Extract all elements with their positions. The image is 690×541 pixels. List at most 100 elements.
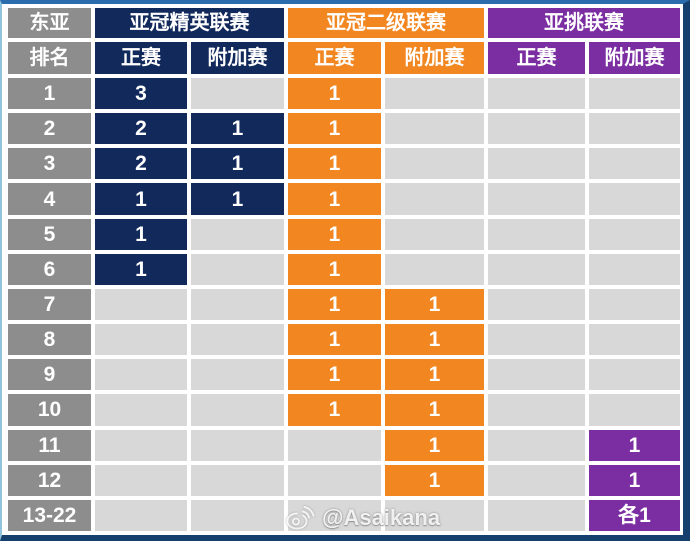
empty-cell bbox=[191, 394, 284, 426]
slot-cell: 1 bbox=[95, 218, 187, 250]
slot-cell: 1 bbox=[288, 253, 381, 285]
empty-cell bbox=[191, 359, 284, 391]
empty-cell bbox=[95, 359, 187, 391]
rank-header: 排名 bbox=[8, 42, 91, 74]
empty-cell bbox=[488, 288, 585, 321]
empty-cell bbox=[488, 183, 585, 215]
empty-cell bbox=[488, 464, 585, 496]
empty-cell bbox=[488, 253, 585, 285]
subheader-two-main: 正赛 bbox=[288, 42, 381, 74]
empty-cell bbox=[95, 499, 187, 531]
rank-cell: 11 bbox=[8, 429, 91, 461]
empty-cell bbox=[488, 78, 585, 110]
slot-cell: 1 bbox=[589, 429, 680, 461]
empty-cell bbox=[385, 148, 484, 180]
empty-cell bbox=[589, 148, 680, 180]
subheader-challenge-playoff: 附加赛 bbox=[589, 42, 680, 74]
slot-cell: 1 bbox=[589, 464, 680, 496]
slot-cell: 1 bbox=[288, 183, 381, 215]
slot-cell: 1 bbox=[95, 253, 187, 285]
empty-cell bbox=[488, 324, 585, 356]
empty-cell bbox=[589, 253, 680, 285]
rank-cell: 2 bbox=[8, 113, 91, 145]
slot-cell: 1 bbox=[385, 464, 484, 496]
empty-cell bbox=[488, 359, 585, 391]
slot-cell: 2 bbox=[95, 148, 187, 180]
empty-cell bbox=[385, 113, 484, 145]
slot-cell: 1 bbox=[191, 113, 284, 145]
empty-cell bbox=[589, 78, 680, 110]
empty-cell bbox=[589, 113, 680, 145]
slot-cell: 2 bbox=[95, 113, 187, 145]
slot-cell: 1 bbox=[385, 429, 484, 461]
empty-cell bbox=[589, 359, 680, 391]
empty-cell bbox=[288, 499, 381, 531]
rank-cell: 6 bbox=[8, 253, 91, 285]
slot-cell: 1 bbox=[288, 324, 381, 356]
rank-cell: 7 bbox=[8, 288, 91, 321]
slot-cell: 1 bbox=[385, 359, 484, 391]
empty-cell bbox=[589, 324, 680, 356]
group-header-two: 亚冠二级联赛 bbox=[288, 8, 484, 38]
empty-cell bbox=[385, 253, 484, 285]
rank-cell: 1 bbox=[8, 78, 91, 110]
rank-cell: 5 bbox=[8, 218, 91, 250]
empty-cell bbox=[288, 464, 381, 496]
empty-cell bbox=[191, 499, 284, 531]
empty-cell bbox=[95, 288, 187, 321]
slot-table: 东亚 亚冠精英联赛 亚冠二级联赛 亚挑联赛 排名 正赛 附加赛 正赛 附加赛 正… bbox=[8, 8, 680, 531]
subheader-challenge-main: 正赛 bbox=[488, 42, 585, 74]
empty-cell bbox=[488, 429, 585, 461]
empty-cell bbox=[191, 288, 284, 321]
slot-cell: 1 bbox=[288, 78, 381, 110]
empty-cell bbox=[95, 464, 187, 496]
empty-cell bbox=[488, 218, 585, 250]
slot-cell: 1 bbox=[191, 148, 284, 180]
empty-cell bbox=[95, 394, 187, 426]
slot-cell: 1 bbox=[191, 183, 284, 215]
rank-cell: 12 bbox=[8, 464, 91, 496]
rank-cell: 4 bbox=[8, 183, 91, 215]
slot-cell: 1 bbox=[385, 324, 484, 356]
slot-cell: 1 bbox=[288, 394, 381, 426]
rank-cell: 8 bbox=[8, 324, 91, 356]
group-header-challenge: 亚挑联赛 bbox=[488, 8, 680, 38]
subheader-two-playoff: 附加赛 bbox=[385, 42, 484, 74]
empty-cell bbox=[488, 148, 585, 180]
rank-cell: 10 bbox=[8, 394, 91, 426]
slot-cell: 1 bbox=[288, 148, 381, 180]
slot-cell: 1 bbox=[385, 288, 484, 321]
slot-cell: 各1 bbox=[589, 499, 680, 531]
empty-cell bbox=[191, 464, 284, 496]
subheader-elite-playoff: 附加赛 bbox=[191, 42, 284, 74]
empty-cell bbox=[385, 78, 484, 110]
empty-cell bbox=[589, 394, 680, 426]
empty-cell bbox=[589, 218, 680, 250]
empty-cell bbox=[488, 394, 585, 426]
empty-cell bbox=[191, 253, 284, 285]
slot-cell: 3 bbox=[95, 78, 187, 110]
empty-cell bbox=[385, 218, 484, 250]
empty-cell bbox=[488, 113, 585, 145]
empty-cell bbox=[191, 324, 284, 356]
group-header-elite: 亚冠精英联赛 bbox=[95, 8, 284, 38]
empty-cell bbox=[589, 183, 680, 215]
slot-cell: 1 bbox=[288, 288, 381, 321]
empty-cell bbox=[385, 499, 484, 531]
subheader-elite-main: 正赛 bbox=[95, 42, 187, 74]
slot-cell: 1 bbox=[288, 218, 381, 250]
empty-cell bbox=[95, 429, 187, 461]
slot-cell: 1 bbox=[95, 183, 187, 215]
empty-cell bbox=[191, 78, 284, 110]
rank-cell: 3 bbox=[8, 148, 91, 180]
slot-cell: 1 bbox=[385, 394, 484, 426]
empty-cell bbox=[288, 429, 381, 461]
empty-cell bbox=[589, 288, 680, 321]
empty-cell bbox=[95, 324, 187, 356]
region-header: 东亚 bbox=[8, 8, 91, 38]
empty-cell bbox=[191, 218, 284, 250]
empty-cell bbox=[488, 499, 585, 531]
slot-cell: 1 bbox=[288, 359, 381, 391]
rank-cell: 9 bbox=[8, 359, 91, 391]
